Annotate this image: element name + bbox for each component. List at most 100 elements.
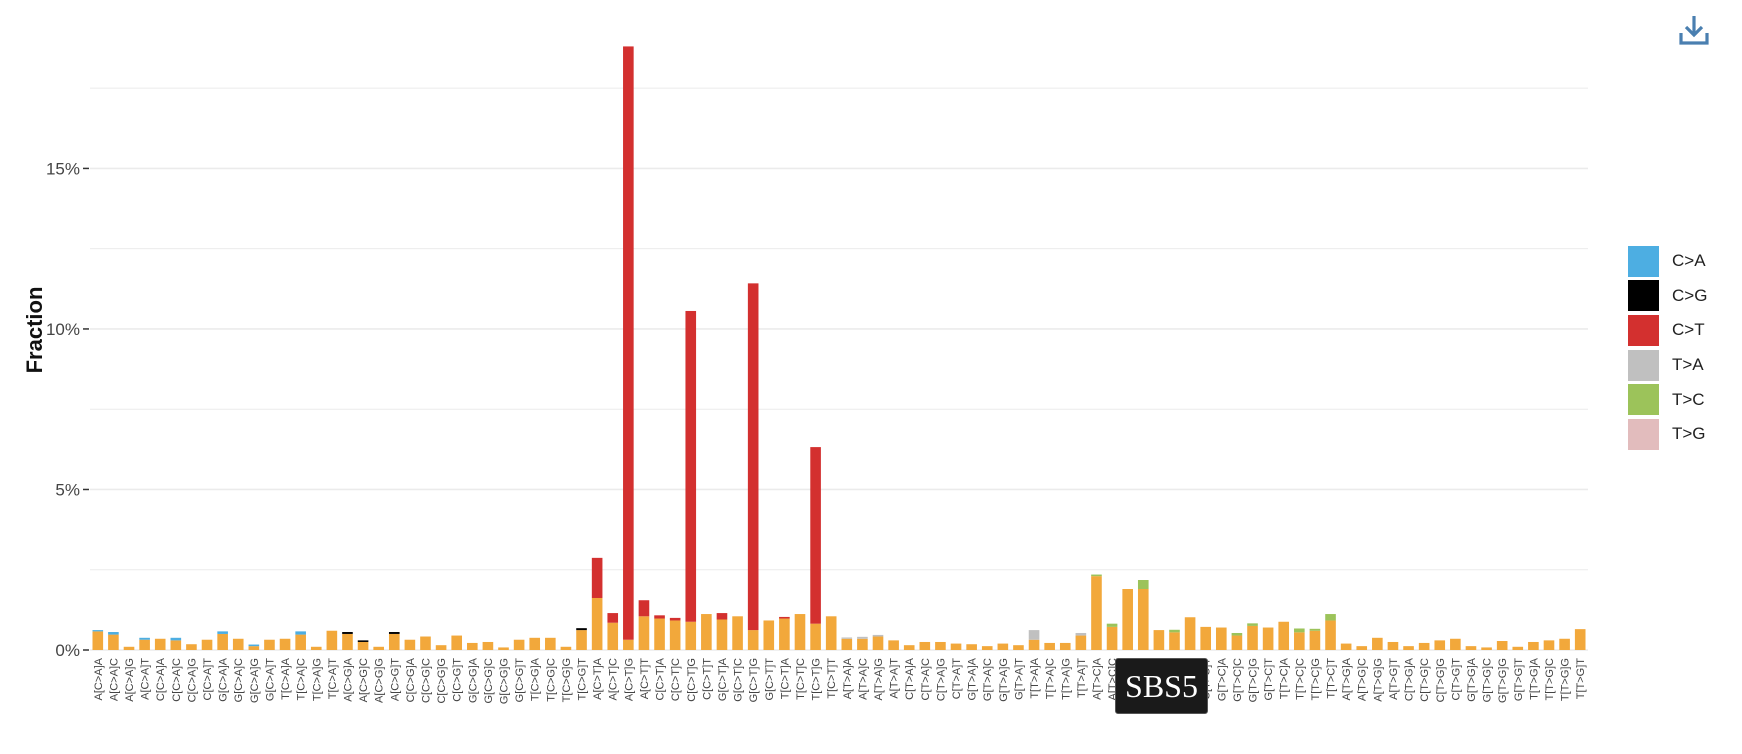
bar-mutation-segment[interactable] bbox=[654, 615, 665, 619]
bar-mutation-segment[interactable] bbox=[810, 447, 821, 624]
bar-mutation-segment[interactable] bbox=[1325, 614, 1336, 621]
bar-mutation-segment[interactable] bbox=[388, 632, 400, 634]
bar-mutation-segment[interactable] bbox=[342, 632, 353, 634]
bar-mutation-segment[interactable] bbox=[857, 636, 868, 639]
bar-mutation-segment[interactable] bbox=[872, 634, 884, 637]
bar-base-segment[interactable] bbox=[1028, 639, 1040, 650]
bar-mutation-segment[interactable] bbox=[841, 637, 853, 639]
bar-base-segment[interactable] bbox=[1106, 626, 1118, 650]
bar-base-segment[interactable] bbox=[560, 646, 572, 650]
bar-base-segment[interactable] bbox=[607, 622, 619, 650]
bar-base-segment[interactable] bbox=[357, 641, 369, 650]
bar-base-segment[interactable] bbox=[264, 639, 275, 650]
legend-item[interactable]: C>G bbox=[1628, 279, 1707, 314]
bar-mutation-segment[interactable] bbox=[1294, 628, 1305, 633]
bar-base-segment[interactable] bbox=[388, 633, 400, 650]
bar-mutation-segment[interactable] bbox=[591, 557, 603, 598]
bar-base-segment[interactable] bbox=[1278, 621, 1290, 650]
bar-base-segment[interactable] bbox=[1059, 642, 1071, 650]
bar-base-segment[interactable] bbox=[950, 643, 962, 650]
bar-base-segment[interactable] bbox=[1465, 646, 1477, 650]
bar-mutation-segment[interactable] bbox=[623, 46, 634, 640]
bar-base-segment[interactable] bbox=[201, 639, 213, 650]
bar-base-segment[interactable] bbox=[186, 644, 197, 650]
bar-base-segment[interactable] bbox=[295, 634, 306, 650]
bar-base-segment[interactable] bbox=[638, 616, 650, 650]
bar-base-segment[interactable] bbox=[872, 636, 884, 650]
bar-base-segment[interactable] bbox=[420, 636, 431, 650]
bar-base-segment[interactable] bbox=[966, 644, 977, 650]
bar-base-segment[interactable] bbox=[1075, 635, 1087, 650]
bar-base-segment[interactable] bbox=[1356, 646, 1368, 650]
bar-mutation-segment[interactable] bbox=[669, 617, 681, 621]
bar-base-segment[interactable] bbox=[1137, 589, 1149, 650]
bar-base-segment[interactable] bbox=[1434, 640, 1446, 650]
bar-base-segment[interactable] bbox=[1574, 629, 1586, 650]
bar-base-segment[interactable] bbox=[1543, 640, 1555, 650]
bar-base-segment[interactable] bbox=[108, 634, 119, 650]
bar-base-segment[interactable] bbox=[279, 638, 291, 650]
bar-base-segment[interactable] bbox=[1247, 625, 1258, 650]
bar-base-segment[interactable] bbox=[794, 614, 806, 650]
bar-base-segment[interactable] bbox=[1372, 637, 1383, 650]
bar-base-segment[interactable] bbox=[857, 638, 868, 650]
bar-base-segment[interactable] bbox=[997, 643, 1009, 650]
bar-base-segment[interactable] bbox=[716, 619, 728, 651]
bar-mutation-segment[interactable] bbox=[747, 283, 759, 631]
bar-mutation-segment[interactable] bbox=[1028, 630, 1040, 640]
bar-base-segment[interactable] bbox=[1481, 647, 1492, 650]
bar-base-segment[interactable] bbox=[1153, 630, 1165, 650]
bar-base-segment[interactable] bbox=[1559, 638, 1570, 650]
bar-base-segment[interactable] bbox=[513, 639, 525, 650]
bar-mutation-segment[interactable] bbox=[1247, 623, 1258, 626]
bar-mutation-segment[interactable] bbox=[685, 310, 697, 622]
bar-base-segment[interactable] bbox=[701, 614, 712, 650]
bar-mutation-segment[interactable] bbox=[357, 640, 369, 642]
bar-base-segment[interactable] bbox=[981, 646, 993, 650]
bar-base-segment[interactable] bbox=[685, 621, 697, 650]
bar-base-segment[interactable] bbox=[1512, 646, 1524, 650]
bar-base-segment[interactable] bbox=[1169, 632, 1180, 650]
legend-item[interactable]: T>A bbox=[1628, 348, 1707, 383]
bar-mutation-segment[interactable] bbox=[779, 616, 790, 619]
bar-base-segment[interactable] bbox=[576, 630, 587, 650]
bar-mutation-segment[interactable] bbox=[716, 613, 728, 620]
bar-base-segment[interactable] bbox=[1184, 617, 1196, 650]
bar-base-segment[interactable] bbox=[591, 597, 603, 650]
bar-base-segment[interactable] bbox=[935, 641, 946, 650]
bar-base-segment[interactable] bbox=[123, 646, 135, 650]
bar-base-segment[interactable] bbox=[498, 647, 509, 650]
bar-base-segment[interactable] bbox=[342, 633, 353, 650]
bar-base-segment[interactable] bbox=[248, 646, 260, 650]
bar-base-segment[interactable] bbox=[888, 640, 899, 650]
bar-mutation-segment[interactable] bbox=[170, 637, 182, 641]
legend-item[interactable]: T>C bbox=[1628, 382, 1707, 417]
bar-base-segment[interactable] bbox=[623, 639, 634, 650]
bar-mutation-segment[interactable] bbox=[1137, 580, 1149, 589]
bar-base-segment[interactable] bbox=[810, 623, 821, 650]
bar-base-segment[interactable] bbox=[1450, 638, 1461, 650]
bar-base-segment[interactable] bbox=[1231, 635, 1243, 650]
bar-mutation-segment[interactable] bbox=[139, 637, 150, 640]
legend-item[interactable]: T>G bbox=[1628, 417, 1707, 452]
bar-base-segment[interactable] bbox=[825, 616, 837, 650]
bar-mutation-segment[interactable] bbox=[1169, 629, 1180, 633]
bar-base-segment[interactable] bbox=[919, 641, 931, 650]
bar-base-segment[interactable] bbox=[1325, 620, 1336, 650]
bar-base-segment[interactable] bbox=[435, 645, 447, 650]
bar-base-segment[interactable] bbox=[1013, 645, 1024, 650]
bar-base-segment[interactable] bbox=[732, 616, 743, 650]
bar-base-segment[interactable] bbox=[1044, 642, 1055, 650]
bar-base-segment[interactable] bbox=[669, 620, 681, 650]
bar-base-segment[interactable] bbox=[1200, 626, 1212, 650]
bar-mutation-segment[interactable] bbox=[92, 630, 104, 632]
bar-base-segment[interactable] bbox=[1496, 641, 1508, 650]
bar-mutation-segment[interactable] bbox=[108, 632, 119, 635]
bar-base-segment[interactable] bbox=[170, 640, 182, 650]
download-button[interactable] bbox=[1676, 12, 1712, 48]
bar-base-segment[interactable] bbox=[1215, 627, 1227, 650]
bar-base-segment[interactable] bbox=[1340, 643, 1352, 650]
bar-base-segment[interactable] bbox=[1403, 646, 1414, 650]
bar-base-segment[interactable] bbox=[92, 631, 104, 650]
bar-base-segment[interactable] bbox=[310, 646, 322, 650]
